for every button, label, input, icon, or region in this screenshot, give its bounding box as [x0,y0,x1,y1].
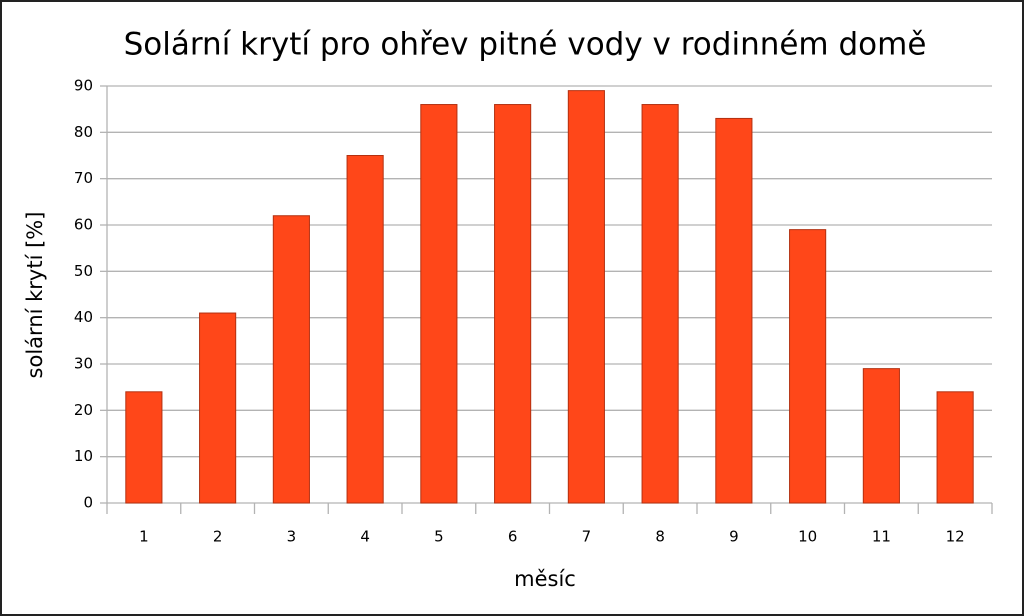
x-tick-label: 1 [139,528,149,546]
x-tick-label: 4 [360,528,370,546]
bar [272,215,310,504]
bar [125,391,163,504]
bar [567,90,605,504]
bar [789,229,827,504]
x-axis-title: měsíc [514,567,576,591]
bar [641,104,679,504]
y-tick-label: 90 [74,77,93,95]
y-tick-label: 20 [74,401,93,419]
chart-title: Solární krytí pro ohřev pitné vody v rod… [124,27,927,63]
y-tick-label: 70 [74,169,93,187]
y-tick-label: 50 [74,262,93,280]
y-tick-label: 30 [74,355,93,373]
bar [715,117,753,504]
x-tick-label: 8 [655,528,665,546]
y-tick-label: 60 [74,216,93,234]
x-tick-label: 12 [946,528,965,546]
y-tick-label: 40 [74,308,93,326]
x-tick-label: 6 [508,528,518,546]
bar [420,104,458,504]
x-tick-label: 7 [582,528,592,546]
y-tick-label: 10 [74,447,93,465]
x-tick-label: 11 [872,528,891,546]
y-tick-label: 80 [74,123,93,141]
x-tick-label: 3 [287,528,297,546]
x-tick-label: 5 [434,528,444,546]
bar [494,104,532,504]
y-tick-label: 0 [83,494,93,512]
bar [862,368,900,504]
x-tick-label: 9 [729,528,739,546]
bar [199,312,237,504]
bar [936,391,974,504]
x-tick-label: 10 [798,528,817,546]
bar [346,155,384,504]
y-axis-title: solární krytí [%] [23,212,47,379]
x-tick-label: 2 [213,528,223,546]
